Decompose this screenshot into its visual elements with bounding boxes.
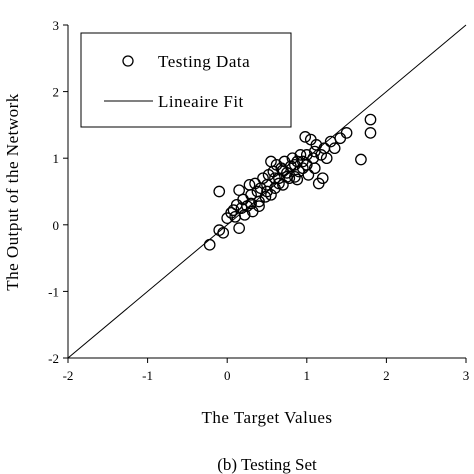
data-point bbox=[340, 127, 353, 139]
legend-marker-circle-icon bbox=[122, 55, 134, 67]
data-point bbox=[269, 172, 281, 185]
x-tick-label: 1 bbox=[304, 368, 311, 383]
data-point bbox=[217, 226, 230, 239]
figure-caption: (b) Testing Set bbox=[217, 455, 317, 474]
data-point bbox=[235, 202, 248, 214]
data-point bbox=[203, 238, 216, 251]
x-tick-label: -2 bbox=[63, 368, 74, 383]
legend-box bbox=[80, 32, 292, 128]
data-point bbox=[334, 132, 347, 145]
y-tick-label: 1 bbox=[53, 151, 60, 166]
legend: Testing Data Lineaire Fit bbox=[80, 32, 292, 128]
data-point bbox=[253, 200, 265, 213]
data-points-layer bbox=[203, 113, 377, 251]
data-point bbox=[308, 162, 321, 175]
y-axis-title: The Output of the Network bbox=[3, 93, 22, 291]
data-point bbox=[245, 197, 257, 210]
data-point bbox=[302, 169, 315, 181]
data-point bbox=[233, 222, 245, 234]
data-point bbox=[364, 127, 377, 139]
y-tick-label: 3 bbox=[53, 18, 60, 33]
legend-label-lineaire-fit: Lineaire Fit bbox=[158, 92, 244, 111]
data-point bbox=[291, 173, 304, 186]
data-point bbox=[299, 131, 312, 143]
x-tick-label: 3 bbox=[463, 368, 470, 383]
data-point bbox=[296, 155, 309, 168]
data-point bbox=[225, 206, 238, 219]
data-point bbox=[213, 185, 226, 198]
x-tick-label: 2 bbox=[383, 368, 390, 383]
x-axis-title: The Target Values bbox=[201, 408, 332, 427]
data-point bbox=[300, 149, 313, 161]
y-tick-label: 2 bbox=[53, 85, 60, 100]
data-point bbox=[233, 184, 245, 197]
data-point bbox=[310, 139, 323, 151]
y-tick-label: -1 bbox=[48, 284, 59, 299]
data-point bbox=[245, 188, 257, 201]
data-point bbox=[289, 159, 301, 171]
y-tick-label: -2 bbox=[48, 351, 59, 366]
data-point bbox=[294, 149, 307, 161]
x-tick-label: 0 bbox=[224, 368, 231, 383]
data-point bbox=[283, 172, 296, 185]
legend-label-testing-data: Testing Data bbox=[158, 52, 250, 71]
axis-ticks: -2 -1 0 1 2 3 -2 -1 0 1 2 3 bbox=[48, 18, 469, 383]
data-point bbox=[308, 145, 321, 158]
data-point bbox=[238, 208, 251, 221]
data-point bbox=[328, 142, 341, 155]
data-point bbox=[277, 164, 289, 177]
data-point bbox=[265, 188, 277, 201]
data-point bbox=[355, 153, 367, 166]
data-point bbox=[364, 113, 377, 126]
data-point bbox=[315, 149, 327, 161]
x-tick-label: -1 bbox=[142, 368, 153, 383]
data-point bbox=[259, 190, 272, 203]
data-point bbox=[261, 185, 273, 198]
data-point bbox=[320, 152, 333, 165]
data-point bbox=[316, 172, 329, 185]
y-tick-label: 0 bbox=[53, 218, 60, 233]
plot-area bbox=[67, 25, 466, 359]
data-point bbox=[257, 172, 269, 185]
